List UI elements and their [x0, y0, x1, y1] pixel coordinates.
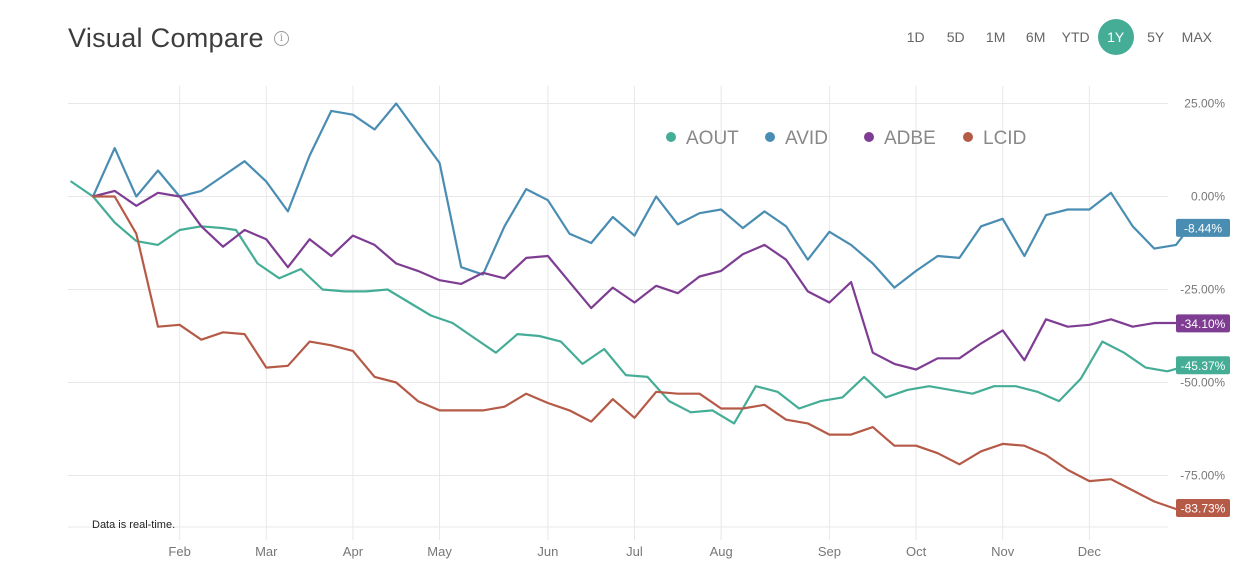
series-line-avid	[91, 102, 1191, 289]
range-button-6m[interactable]: 6M	[1025, 29, 1046, 45]
end-value-label: -8.44%	[1184, 221, 1222, 235]
legend-label-aout[interactable]: AOUT	[686, 128, 739, 149]
end-value-label: -83.73%	[1181, 501, 1226, 515]
info-icon[interactable]: i	[273, 30, 289, 46]
legend-marker-avid[interactable]	[765, 132, 775, 142]
range-button-max[interactable]: MAX	[1181, 29, 1212, 45]
legend-marker-aout[interactable]	[666, 132, 676, 142]
legend-label-adbe[interactable]: ADBE	[884, 128, 936, 149]
range-button-ytd[interactable]: YTD	[1061, 29, 1090, 45]
x-tick-label: Mar	[255, 544, 278, 559]
end-value-label: -34.10%	[1181, 317, 1226, 331]
x-tick-label: Dec	[1078, 544, 1102, 559]
range-button-1y[interactable]: 1Y	[1097, 19, 1134, 55]
end-value-label: -45.37%	[1181, 359, 1226, 373]
x-tick-label: Oct	[906, 544, 927, 559]
y-tick-label: -75.00%	[1180, 469, 1225, 483]
x-tick-label: Apr	[343, 544, 364, 559]
y-tick-label: -50.00%	[1180, 376, 1225, 390]
range-button-5d[interactable]: 5D	[946, 29, 965, 45]
chart-header: Visual Compare i	[68, 18, 289, 58]
range-selector: 1D 5D 1M 6M YTD 1Y 5Y MAX	[894, 19, 1216, 55]
end-badge-avid	[1176, 218, 1230, 237]
legend-label-lcid[interactable]: LCID	[983, 128, 1026, 149]
range-button-1d[interactable]: 1D	[906, 29, 925, 45]
x-tick-label: Jun	[537, 544, 558, 559]
end-badge-lcid	[1176, 498, 1230, 517]
footnote: Data is real-time.	[92, 519, 176, 531]
x-tick-label: Feb	[168, 544, 190, 559]
y-tick-label: 0.00%	[1191, 190, 1225, 204]
legend-label-avid[interactable]: AVID	[785, 128, 828, 149]
x-tick-label: Jul	[626, 544, 643, 559]
page-title: Visual Compare	[68, 22, 264, 53]
series-line-adbe	[91, 189, 1191, 371]
x-tick-label: Nov	[991, 544, 1015, 559]
y-tick-label: -25.00%	[1180, 283, 1225, 297]
end-badge-adbe	[1176, 314, 1230, 333]
legend-marker-adbe[interactable]	[864, 132, 874, 142]
series-line-lcid	[91, 195, 1191, 511]
legend-marker-lcid[interactable]	[963, 132, 973, 142]
x-tick-label: Aug	[710, 544, 733, 559]
y-tick-label: 25.00%	[1184, 97, 1225, 111]
range-button-5y[interactable]: 5Y	[1147, 29, 1165, 45]
end-badge-aout	[1176, 356, 1230, 375]
series-line-aout	[70, 180, 1191, 425]
range-button-1m[interactable]: 1M	[985, 29, 1006, 45]
x-tick-label: Sep	[818, 544, 841, 559]
x-tick-label: May	[427, 544, 452, 559]
